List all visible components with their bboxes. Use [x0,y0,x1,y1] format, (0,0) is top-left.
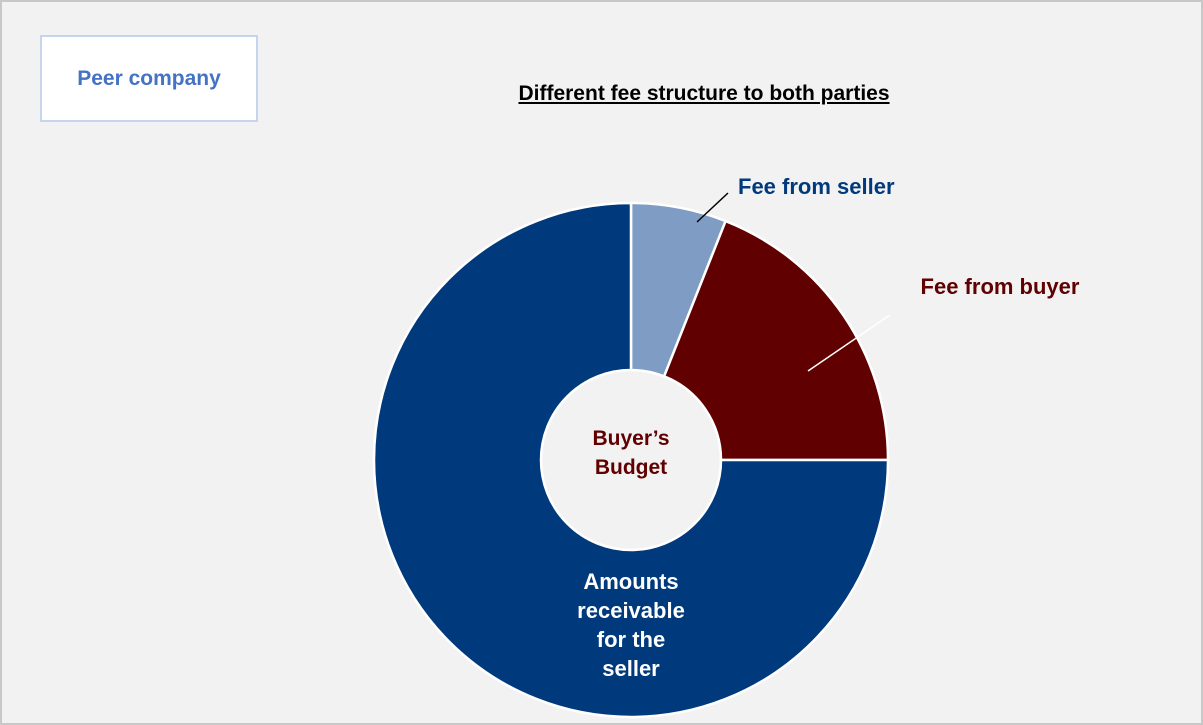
center-label: Buyer’s Budget [592,427,670,479]
slice-label: Amounts receivable for the seller [577,569,685,681]
leader-line [696,192,729,223]
slice-label: Fee from seller [738,174,895,199]
slice-label: Fee from buyer [920,274,1080,299]
slice [372,201,890,719]
tag: Peer company [40,35,258,122]
slice [662,219,890,462]
leader-line [807,314,891,372]
chart-title: Different fee structure to both parties [518,82,890,105]
